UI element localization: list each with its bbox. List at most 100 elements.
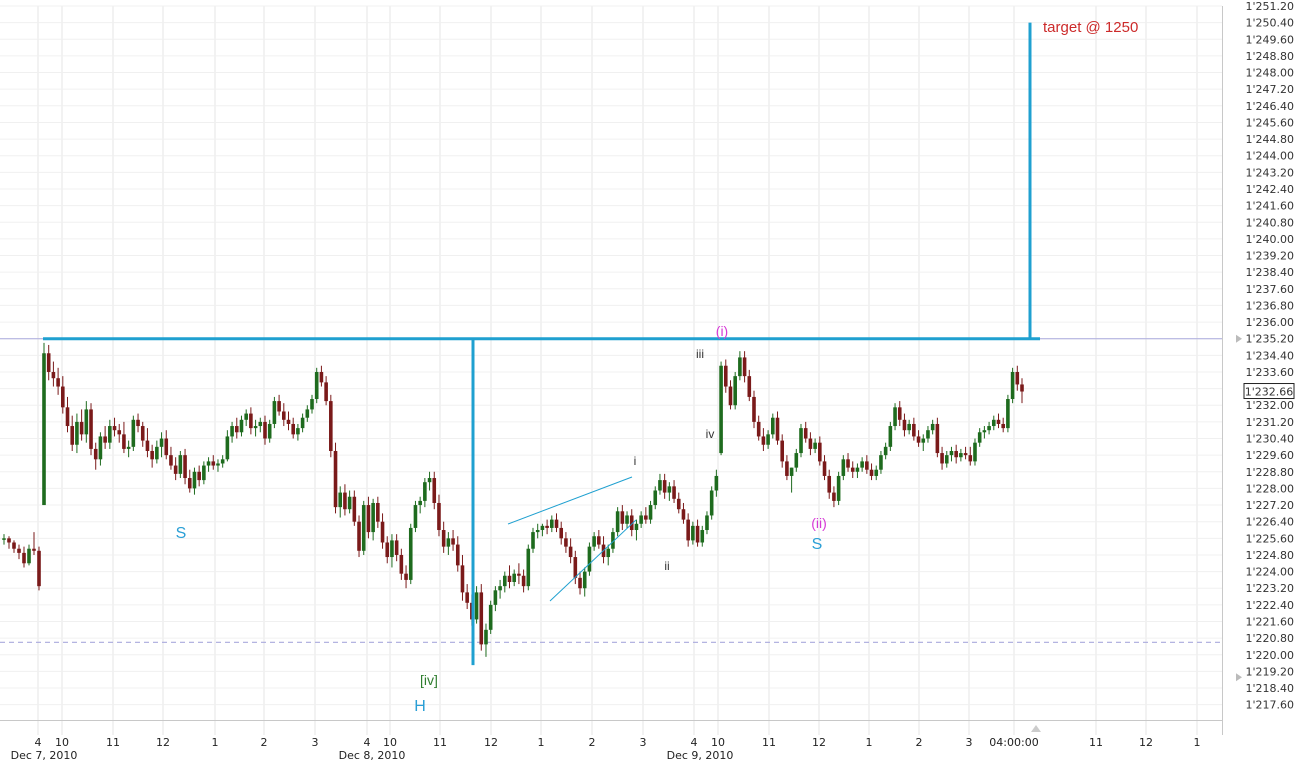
candle-body	[756, 421, 761, 437]
candle-body	[714, 475, 719, 491]
time-tick-label: 10	[55, 736, 69, 749]
candle	[51, 361, 56, 387]
price-tick-label: 1'222.40	[1245, 599, 1294, 612]
candle	[27, 544, 31, 566]
candle-body	[1006, 399, 1010, 429]
price-tick-label: 1'240.00	[1245, 233, 1294, 246]
candle	[559, 521, 564, 545]
candle	[206, 457, 211, 472]
price-tick-label: 1'228.00	[1245, 482, 1294, 495]
time-tick-label: 11	[762, 736, 776, 749]
candle-body	[460, 565, 465, 593]
candle-body	[404, 573, 408, 580]
candle-body	[75, 421, 79, 445]
candle-body	[841, 459, 846, 476]
candle-body	[291, 423, 296, 435]
candle	[79, 409, 84, 441]
candle-body	[973, 442, 977, 462]
candle	[178, 450, 183, 479]
candle-body	[954, 450, 958, 458]
candle-body	[178, 455, 183, 474]
candle	[897, 401, 902, 427]
price-tick-label: 1'230.40	[1245, 433, 1294, 446]
candle-body	[498, 586, 502, 591]
time-tick-label: 1	[866, 736, 873, 749]
candle	[681, 502, 686, 524]
candle-body	[32, 548, 36, 551]
candle-body	[108, 426, 112, 443]
candle	[949, 446, 954, 462]
candle-body	[61, 386, 65, 408]
price-tick-label: 1'221.60	[1245, 616, 1294, 629]
candle	[836, 471, 841, 506]
candle	[963, 446, 968, 460]
candle-body	[446, 538, 451, 547]
candle	[329, 394, 333, 458]
candle-body	[803, 428, 808, 439]
candle-body	[653, 490, 658, 506]
candle-body	[874, 469, 879, 476]
candle	[662, 473, 667, 499]
price-tick-label: 1'243.20	[1245, 166, 1294, 179]
candle-body	[343, 492, 347, 510]
candle	[202, 461, 206, 485]
candle	[300, 413, 305, 433]
candle-body	[813, 442, 817, 449]
candle	[832, 486, 836, 508]
candle	[441, 521, 446, 553]
candle	[752, 390, 756, 429]
candle-body	[620, 511, 625, 524]
candle	[620, 505, 625, 531]
candle	[888, 421, 893, 451]
candle-body	[658, 480, 662, 491]
candle	[394, 534, 399, 562]
candle-body	[540, 525, 545, 531]
candle-body	[592, 536, 596, 547]
candle-body	[418, 500, 422, 506]
candle	[959, 448, 963, 462]
candle-body	[131, 419, 136, 447]
candle-body	[371, 502, 375, 533]
candle	[122, 421, 126, 454]
candle	[521, 569, 526, 593]
candle-body	[484, 629, 488, 645]
candle	[526, 544, 531, 591]
candle-body	[780, 440, 785, 462]
candle	[267, 419, 272, 443]
candle-body	[662, 480, 667, 493]
grid-lines	[0, 5, 1222, 735]
candle-body	[738, 357, 742, 377]
head-label: H	[414, 698, 426, 715]
candle	[550, 515, 554, 533]
candle	[766, 430, 770, 449]
candle-body	[893, 407, 897, 427]
last-price-box	[1243, 383, 1295, 400]
price-tick-label: 1'226.40	[1245, 516, 1294, 529]
trend-lines	[43, 22, 1040, 666]
candle-body	[921, 438, 926, 443]
candle	[893, 403, 897, 431]
candle-body	[987, 426, 991, 431]
candle-body	[794, 453, 799, 468]
candle-body	[126, 446, 131, 449]
candle	[615, 507, 620, 537]
candle-body	[286, 419, 291, 424]
candle-body	[535, 530, 540, 533]
reference-lines	[0, 338, 1222, 643]
wedge-lower-line	[549, 519, 637, 602]
candle	[140, 421, 145, 447]
candle-body	[545, 525, 549, 528]
candle-body	[7, 538, 11, 543]
candle-body	[136, 419, 140, 427]
candle-body	[37, 550, 41, 587]
candle-body	[897, 407, 902, 420]
candle-body	[258, 421, 263, 427]
candle-body	[681, 509, 686, 520]
candle	[531, 527, 535, 553]
candle-body	[991, 419, 996, 427]
candle-body	[977, 432, 982, 443]
candle	[973, 438, 977, 466]
wedge-upper-line	[507, 476, 633, 525]
candle	[258, 417, 263, 433]
price-tick-label: 1'239.20	[1245, 250, 1294, 263]
